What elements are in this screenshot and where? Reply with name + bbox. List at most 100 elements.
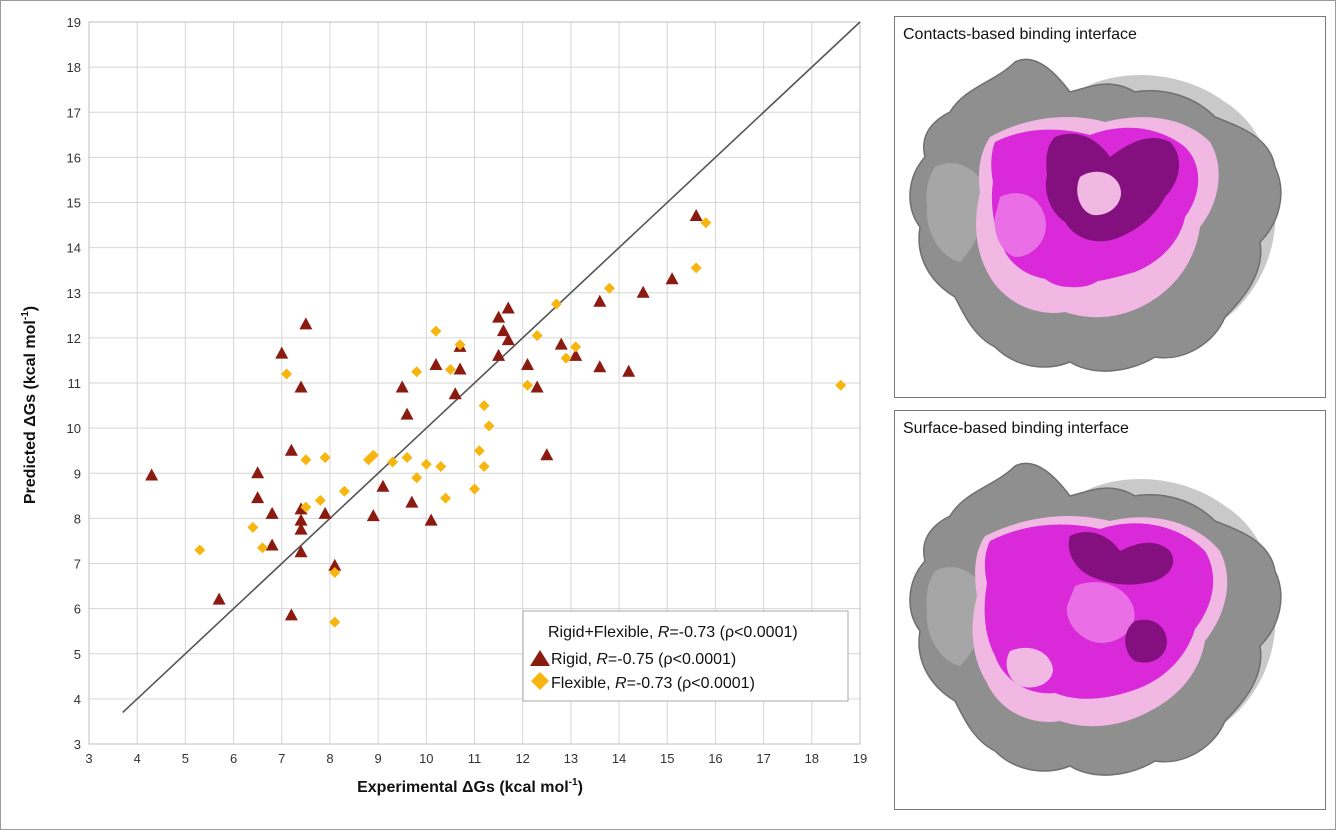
flexible-series xyxy=(194,217,847,628)
interface-purple-patch xyxy=(1125,619,1167,663)
rigid-point xyxy=(376,479,390,492)
rigid-point xyxy=(424,513,438,526)
flexible-point xyxy=(329,567,341,579)
flexible-point xyxy=(483,420,495,432)
protein-surface-surfacebased xyxy=(909,462,1282,776)
y-axis-label: Predicted ΔGs (kcal mol-1) xyxy=(20,306,39,504)
flexible-point xyxy=(281,368,293,380)
y-tick-label: 6 xyxy=(74,602,81,617)
x-tick-label: 3 xyxy=(85,751,92,766)
y-tick-label: 4 xyxy=(74,692,81,707)
rigid-point xyxy=(294,545,308,558)
y-tick-label: 18 xyxy=(67,60,81,75)
interface-purple-dark xyxy=(1068,531,1174,585)
flexible-point xyxy=(690,262,702,274)
rigid-point xyxy=(521,357,535,370)
rigid-point xyxy=(294,380,308,393)
rigid-point xyxy=(294,522,308,535)
rigid-point xyxy=(328,558,342,571)
x-tick-label: 12 xyxy=(515,751,529,766)
legend-rigid-marker xyxy=(530,650,550,666)
flexible-point xyxy=(478,400,490,412)
rigid-point xyxy=(501,301,515,314)
interface-magenta-light xyxy=(994,193,1046,257)
panel-title-surface: Surface-based binding interface xyxy=(903,420,1129,437)
flexible-point xyxy=(430,325,442,337)
legend-box xyxy=(522,610,849,702)
y-tick-label: 13 xyxy=(67,286,81,301)
rigid-point xyxy=(501,333,515,346)
diagonal-fit-line xyxy=(122,21,861,713)
y-tick-label: 14 xyxy=(67,241,81,256)
rigid-point xyxy=(366,509,380,522)
y-tick-label: 3 xyxy=(74,737,81,752)
x-tick-label: 7 xyxy=(278,751,285,766)
legend-flexible-marker xyxy=(531,672,549,690)
y-tick-label: 7 xyxy=(74,557,81,572)
flexible-point xyxy=(420,458,432,470)
rigid-point xyxy=(400,407,414,420)
rigid-point xyxy=(284,443,298,456)
rigid-point xyxy=(145,468,159,481)
flexible-point xyxy=(835,379,847,391)
flexible-point xyxy=(531,330,543,342)
y-tick-label: 19 xyxy=(67,15,81,30)
y-tick-label: 5 xyxy=(74,647,81,662)
contacts-interface-panel: Contacts-based binding interface xyxy=(894,16,1326,398)
flexible-point xyxy=(478,460,490,472)
y-tick-label: 8 xyxy=(74,511,81,526)
flexible-point xyxy=(469,483,480,495)
flexible-point xyxy=(444,363,456,375)
rigid-point xyxy=(540,448,554,461)
y-tick-label: 12 xyxy=(67,331,81,346)
x-tick-label: 18 xyxy=(805,751,819,766)
flexible-point xyxy=(411,366,423,378)
flexible-point xyxy=(319,451,331,463)
rigid-point xyxy=(496,324,510,337)
legend: Rigid+Flexible, R=-0.73 (ρ<0.0001) Rigid… xyxy=(522,610,849,702)
interface-magenta-patch xyxy=(1034,246,1106,288)
flexible-point xyxy=(300,454,312,466)
plot-grid xyxy=(88,21,861,745)
surface-highlight xyxy=(926,567,986,666)
x-tick-label: 5 xyxy=(182,751,189,766)
flexible-point xyxy=(522,379,534,391)
rigid-point xyxy=(265,506,279,519)
x-tick-label: 16 xyxy=(708,751,722,766)
flexible-point xyxy=(570,341,582,353)
rigid-point xyxy=(492,310,506,323)
flexible-point xyxy=(700,217,712,229)
x-tick-label: 6 xyxy=(230,751,237,766)
rigid-point xyxy=(636,285,650,298)
legend-entry-combined: Rigid+Flexible, R=-0.73 (ρ<0.0001) xyxy=(548,624,798,641)
rigid-point xyxy=(453,362,467,375)
rigid-point xyxy=(593,294,607,307)
rigid-point xyxy=(318,506,332,519)
rigid-point xyxy=(569,348,583,361)
flexible-point xyxy=(440,492,452,504)
interface-pink-accent xyxy=(1006,647,1053,688)
x-tick-label: 19 xyxy=(853,751,867,766)
flexible-point xyxy=(603,282,615,294)
tick-labels: 3 4 5 6 7 8 9 10 11 12 13 14 15 16 17 18 19 3 4 5 6 7 8 9 10 11 12… xyxy=(67,15,868,766)
y-tick-label: 10 xyxy=(67,421,81,436)
flexible-point xyxy=(338,485,350,497)
flexible-point xyxy=(435,460,447,472)
rigid-point xyxy=(405,495,419,508)
flexible-point xyxy=(247,521,259,533)
rigid-point xyxy=(212,592,226,605)
rigid-point xyxy=(294,502,308,515)
flexible-point xyxy=(367,449,379,461)
x-tick-label: 8 xyxy=(326,751,333,766)
x-tick-label: 10 xyxy=(419,751,433,766)
rigid-point xyxy=(492,348,506,361)
flexible-point xyxy=(387,456,399,468)
rigid-point xyxy=(530,380,544,393)
scatter-plot: 3 4 5 6 7 8 9 10 11 12 13 14 15 16 17 18 19 3 4 5 6 7 8 9 10 11 12… xyxy=(20,15,868,796)
y-tick-label: 16 xyxy=(67,150,81,165)
x-axis-label: Experimental ΔGs (kcal mol-1) xyxy=(357,777,583,796)
flexible-point xyxy=(550,298,562,310)
flexible-point xyxy=(473,445,485,457)
x-tick-label: 14 xyxy=(612,751,626,766)
rigid-point xyxy=(265,538,279,551)
